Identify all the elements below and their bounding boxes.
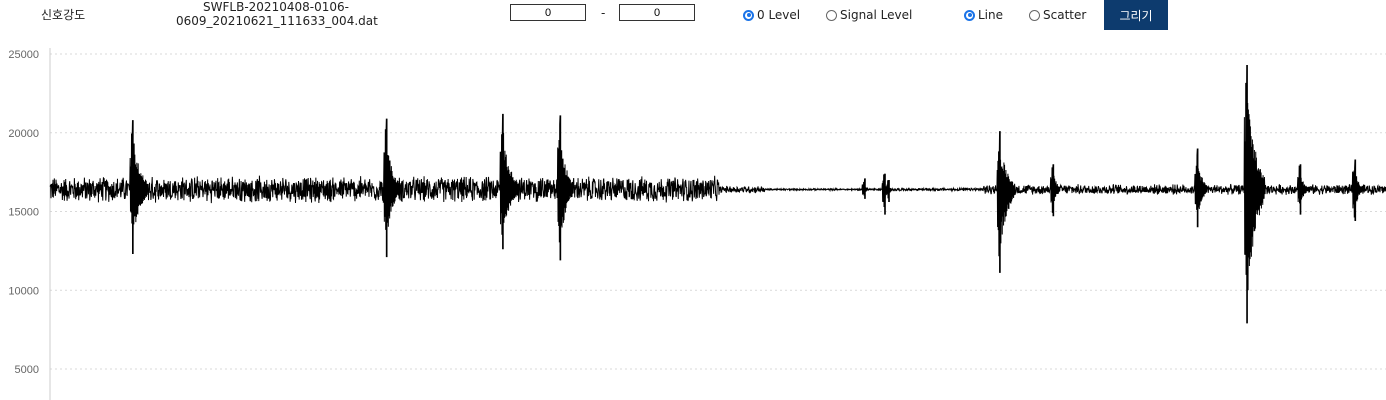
file-name: SWFLB-20210408-0106- 0609_20210621_11163… (176, 0, 378, 28)
file-name-line-2: 0609_20210621_111633_004.dat (176, 14, 378, 28)
draw-button[interactable]: 그리기 (1104, 0, 1168, 30)
signal-level-label: Signal Level (840, 8, 913, 22)
file-name-line-1: SWFLB-20210408-0106- (203, 0, 349, 14)
signal-level-radio[interactable]: Signal Level (826, 8, 912, 22)
zero-level-label: 0 Level (757, 8, 801, 22)
range-end-input[interactable] (619, 4, 695, 21)
signal-series-line (49, 65, 1386, 324)
zero-level-radio-dot[interactable] (743, 9, 754, 21)
line-mode-radio-dot[interactable] (964, 9, 975, 21)
y-tick-label: 15000 (8, 207, 39, 219)
scatter-mode-radio-dot[interactable] (1029, 9, 1040, 21)
scatter-mode-radio[interactable]: Scatter (1029, 8, 1086, 22)
range-separator: - (601, 6, 606, 20)
zero-level-radio[interactable]: 0 Level (743, 8, 800, 22)
signal-strength-label: 신호강도 (41, 8, 86, 22)
signal-level-radio-dot[interactable] (826, 9, 837, 21)
signal-chart: 5000 10000 15000 20000 25000 (8, 48, 1386, 400)
y-tick-label: 20000 (8, 128, 39, 140)
y-tick-label: 5000 (15, 364, 39, 376)
chart-area: 5000 10000 15000 20000 25000 (0, 34, 1386, 400)
scatter-mode-label: Scatter (1043, 8, 1087, 22)
line-mode-radio[interactable]: Line (964, 8, 1003, 22)
y-tick-label: 10000 (8, 285, 39, 297)
line-mode-label: Line (978, 8, 1004, 22)
y-tick-label: 25000 (8, 49, 39, 61)
toolbar: 신호강도 SWFLB-20210408-0106- 0609_20210621_… (0, 0, 1386, 34)
range-start-input[interactable] (510, 4, 586, 21)
